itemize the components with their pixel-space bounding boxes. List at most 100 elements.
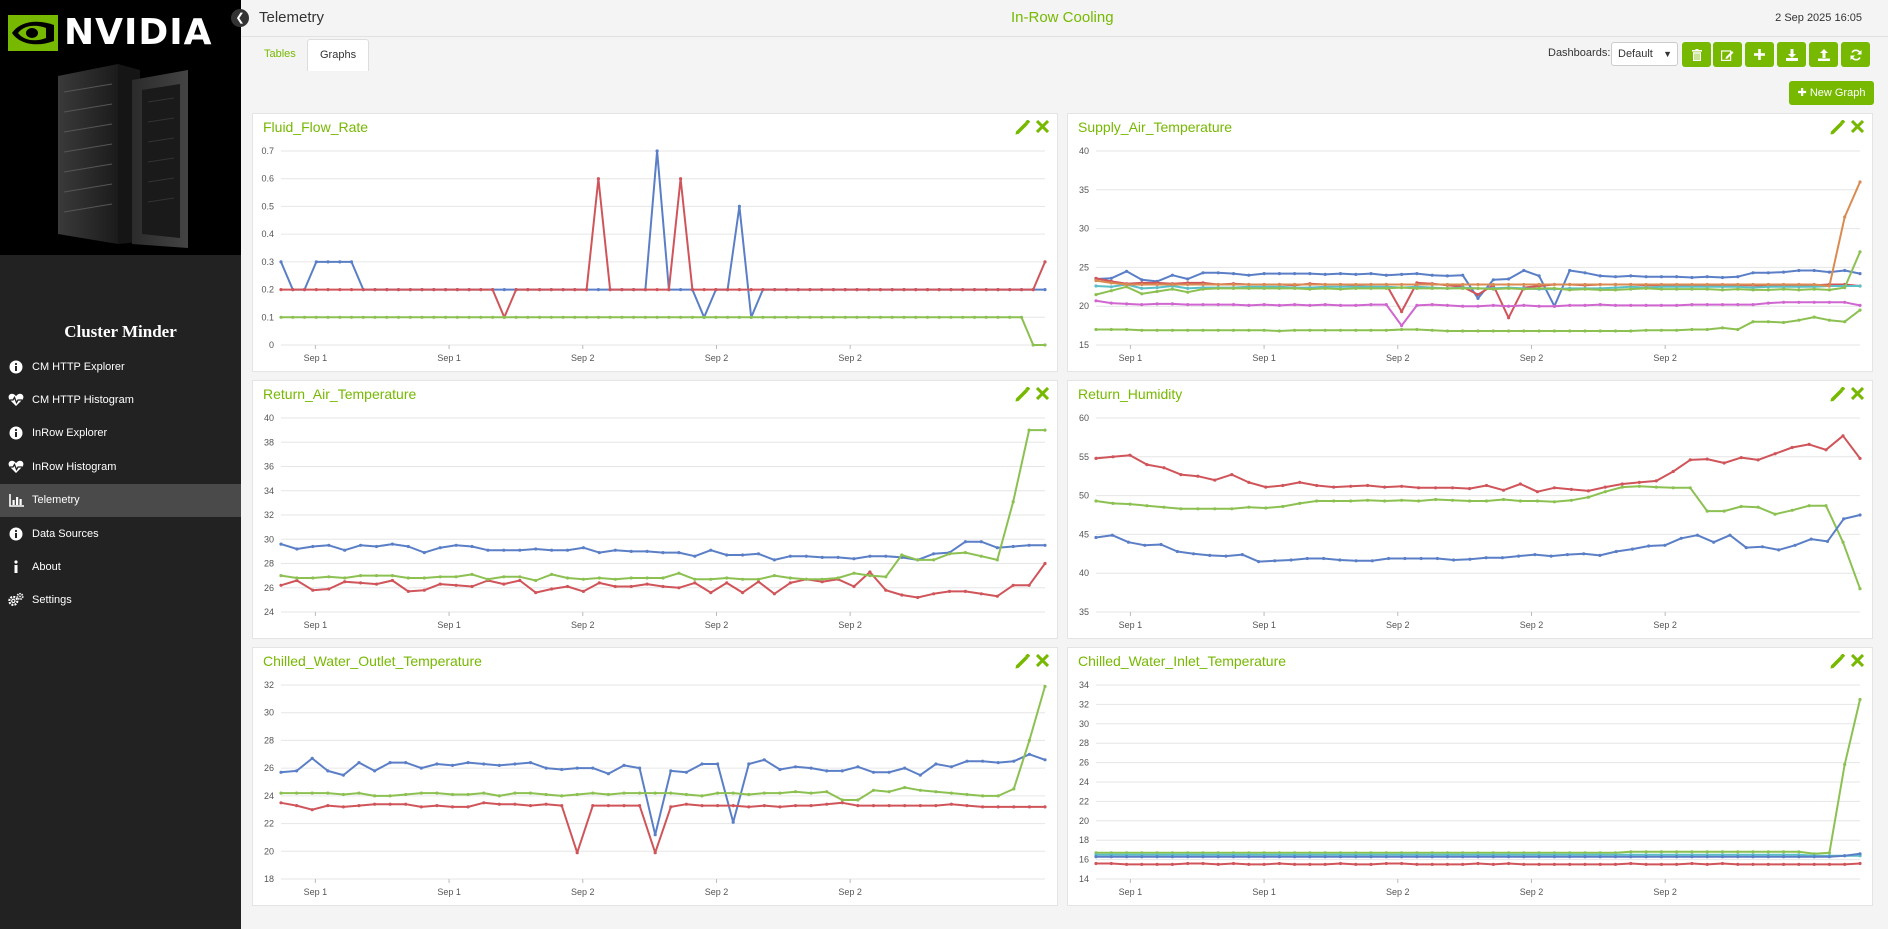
data-point <box>608 315 612 319</box>
data-point <box>1705 855 1709 859</box>
dashboard-select[interactable]: Default ▼ <box>1611 42 1678 66</box>
data-point <box>497 794 501 798</box>
close-graph-icon[interactable] <box>1851 654 1864 667</box>
upload-dashboard-button[interactable] <box>1809 42 1838 67</box>
edit-graph-icon[interactable] <box>1015 120 1030 135</box>
sidebar-item-cm-http-explorer[interactable]: CM HTTP Explorer <box>0 350 241 383</box>
sidebar-item-inrow-explorer[interactable]: InRow Explorer <box>0 417 241 450</box>
data-point <box>1231 272 1236 276</box>
sidebar-item-telemetry[interactable]: Telemetry <box>0 483 241 517</box>
trash-icon <box>1691 48 1702 61</box>
y-tick-label: 34 <box>264 486 274 496</box>
tab-graphs[interactable]: Graphs <box>307 39 370 71</box>
sidebar-item-about[interactable]: About <box>0 550 241 583</box>
edit-graph-icon[interactable] <box>1015 387 1030 402</box>
data-point <box>784 315 789 319</box>
data-point <box>1125 285 1129 289</box>
data-point <box>1027 543 1031 547</box>
nvidia-logo[interactable]: NVIDIA <box>8 12 213 53</box>
sidebar-collapse-button[interactable]: ❮ <box>231 9 249 27</box>
data-point <box>1705 509 1709 513</box>
data-point <box>1843 300 1847 304</box>
data-point <box>843 288 847 292</box>
data-point <box>1354 282 1358 287</box>
graph-title: Return_Humidity <box>1078 386 1183 402</box>
data-point <box>338 288 342 292</box>
refresh-button[interactable] <box>1841 42 1870 67</box>
data-point <box>343 580 347 584</box>
data-point <box>388 794 392 798</box>
data-point <box>432 315 436 319</box>
data-point <box>1027 805 1031 809</box>
data-point <box>404 761 408 765</box>
server-rack-image <box>58 64 188 248</box>
data-point <box>357 791 361 795</box>
data-point <box>693 577 697 581</box>
data-point <box>1308 282 1312 287</box>
data-point <box>1461 273 1465 277</box>
data-point <box>1415 286 1419 290</box>
data-point <box>820 580 824 584</box>
data-point <box>1155 862 1159 866</box>
add-dashboard-button[interactable] <box>1745 42 1774 67</box>
data-point <box>1262 862 1266 866</box>
data-point <box>1507 329 1511 333</box>
tab-tables[interactable]: Tables <box>264 48 296 60</box>
sidebar-item-cm-http-histogram[interactable]: CM HTTP Histogram <box>0 383 241 416</box>
edit-graph-icon[interactable] <box>1830 120 1845 135</box>
edit-graph-icon[interactable] <box>1015 654 1030 669</box>
data-point <box>502 582 506 586</box>
data-point <box>1445 274 1449 278</box>
data-point <box>1179 473 1183 477</box>
close-graph-icon[interactable] <box>1036 654 1049 667</box>
data-point <box>679 177 683 181</box>
data-point <box>1323 862 1327 866</box>
data-point <box>1332 499 1336 503</box>
data-point <box>1216 271 1220 275</box>
sidebar-item-settings[interactable]: Settings <box>0 584 241 617</box>
data-point <box>1027 738 1031 742</box>
data-point <box>1143 543 1147 547</box>
close-graph-icon[interactable] <box>1036 120 1049 133</box>
y-tick-label: 14 <box>1079 874 1089 884</box>
new-graph-button[interactable]: ✚ New Graph <box>1789 81 1874 105</box>
data-point <box>338 260 342 264</box>
data-point <box>778 767 782 772</box>
data-point <box>444 315 448 319</box>
data-point <box>1293 282 1297 287</box>
data-point <box>622 763 626 767</box>
close-graph-icon[interactable] <box>1851 387 1864 400</box>
sidebar-item-inrow-histogram[interactable]: InRow Histogram <box>0 450 241 483</box>
edit-graph-icon[interactable] <box>1830 654 1845 669</box>
data-point <box>1659 282 1663 287</box>
edit-graph-icon[interactable] <box>1830 387 1845 402</box>
data-point <box>359 581 363 585</box>
close-graph-icon[interactable] <box>1851 120 1864 133</box>
delete-dashboard-button[interactable] <box>1682 42 1711 67</box>
data-point <box>1400 286 1404 290</box>
data-point <box>606 804 610 808</box>
data-point <box>808 315 812 319</box>
data-point <box>1323 855 1327 859</box>
data-point <box>1298 480 1302 484</box>
data-point <box>310 756 314 760</box>
data-point <box>1843 320 1847 324</box>
edit-dashboard-button[interactable] <box>1713 42 1742 67</box>
data-point <box>1552 329 1556 333</box>
info-circle-icon <box>8 359 24 375</box>
data-point <box>561 288 565 292</box>
data-point <box>1125 327 1129 332</box>
data-point <box>326 315 330 319</box>
download-dashboard-button[interactable] <box>1777 42 1806 67</box>
data-point <box>1476 861 1480 866</box>
data-point <box>1216 855 1220 859</box>
data-point <box>349 288 354 292</box>
info-icon <box>8 559 24 575</box>
sidebar-item-data-sources[interactable]: Data Sources <box>0 517 241 550</box>
data-point <box>679 315 683 319</box>
data-point <box>1012 805 1016 809</box>
data-point <box>820 288 824 292</box>
data-point <box>622 804 626 808</box>
close-graph-icon[interactable] <box>1036 387 1049 400</box>
data-point <box>1751 862 1755 866</box>
